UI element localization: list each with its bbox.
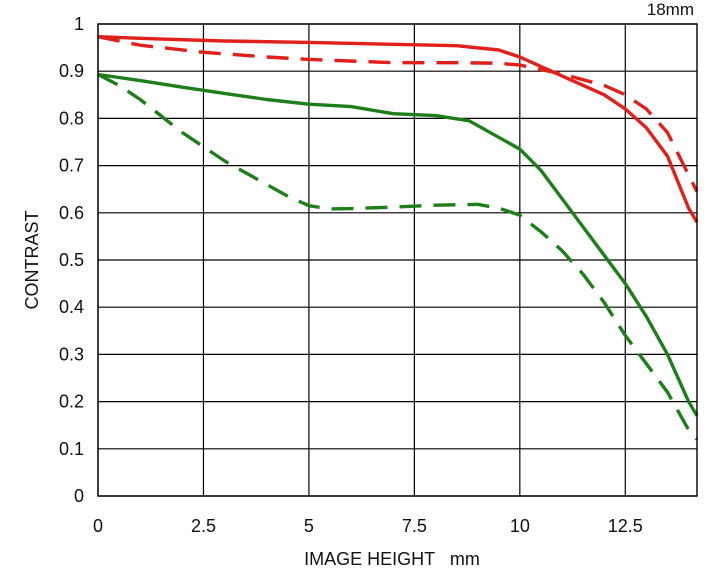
y-tick-label: 0.3 bbox=[59, 344, 84, 364]
x-tick-label: 12.5 bbox=[608, 516, 643, 536]
x-axis-title: IMAGE HEIGHT mm bbox=[304, 549, 480, 569]
y-tick-labels: 0 0.1 0.2 0.3 0.4 0.5 0.6 0.7 0.8 0.9 1 bbox=[59, 14, 84, 506]
x-tick-label: 2.5 bbox=[191, 516, 216, 536]
y-tick-label: 0.7 bbox=[59, 156, 84, 176]
y-tick-label: 0.1 bbox=[59, 439, 84, 459]
y-tick-label: 0.9 bbox=[59, 61, 84, 81]
y-tick-label: 0.6 bbox=[59, 203, 84, 223]
x-tick-label: 0 bbox=[93, 516, 103, 536]
x-tick-label: 5 bbox=[304, 516, 314, 536]
y-tick-label: 0.5 bbox=[59, 250, 84, 270]
series-line-4 bbox=[97, 72, 699, 441]
y-tick-label: 0 bbox=[74, 486, 84, 506]
series-layer bbox=[97, 35, 699, 441]
x-tick-label: 10 bbox=[510, 516, 530, 536]
y-tick-label: 0.2 bbox=[59, 392, 84, 412]
focal-length-label: 18mm bbox=[647, 0, 694, 19]
series-line-1 bbox=[97, 35, 699, 224]
series-line-2 bbox=[97, 35, 699, 193]
y-axis-title: CONTRAST bbox=[22, 210, 42, 309]
x-tick-label: 7.5 bbox=[402, 516, 427, 536]
x-tick-labels: 0 2.5 5 7.5 10 12.5 bbox=[93, 516, 643, 536]
series-line-3 bbox=[97, 72, 699, 417]
plot-frame bbox=[97, 23, 698, 497]
y-tick-label: 1 bbox=[74, 14, 84, 34]
y-tick-label: 0.8 bbox=[59, 108, 84, 128]
y-tick-label: 0.4 bbox=[59, 297, 84, 317]
